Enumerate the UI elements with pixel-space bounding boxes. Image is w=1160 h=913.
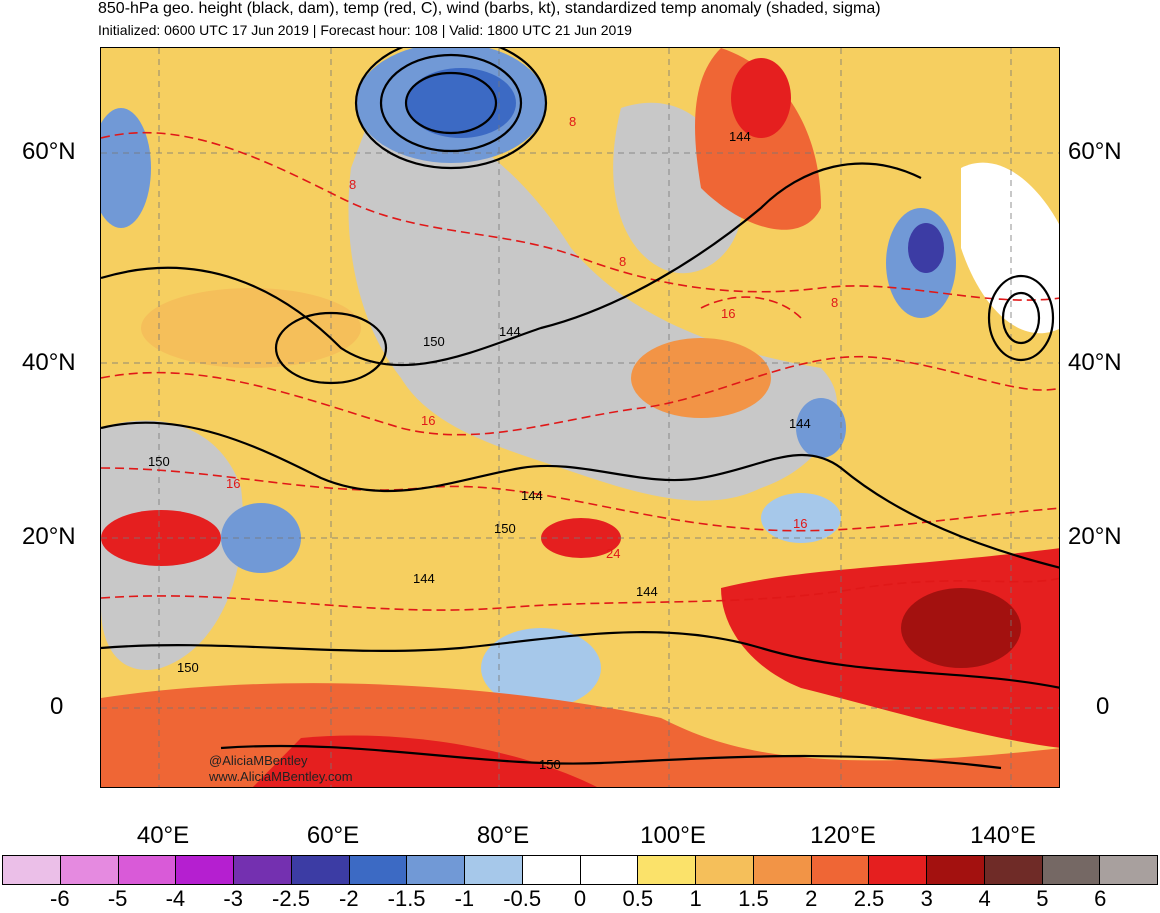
lat-label-right: 60°N: [1068, 138, 1122, 165]
colorbar-swatch: [869, 856, 927, 884]
colorbar-tick-label: 5: [1036, 886, 1049, 911]
lat-label-right: 20°N: [1068, 523, 1122, 550]
temp-label: 8: [569, 114, 576, 129]
colorbar-tick-label: 4: [978, 886, 991, 911]
lat-label-right: 0: [1096, 693, 1110, 720]
colorbar-tick-label: 6: [1094, 886, 1107, 911]
lon-label: 120°E: [810, 822, 876, 849]
colorbar-tick-label: 1: [689, 886, 702, 911]
colorbar: [2, 855, 1158, 885]
lat-label-left: 60°N: [22, 138, 76, 165]
temp-label: 16: [421, 413, 435, 428]
lon-label: 60°E: [306, 822, 360, 849]
colorbar-tick-label: 3: [920, 886, 933, 911]
height-label: 150: [423, 334, 445, 349]
colorbar-tick-label: 2: [805, 886, 818, 911]
forecast-map: 144 150 144 150 144 144 150 144 144 150 …: [101, 48, 1059, 787]
temp-label: 24: [606, 546, 620, 561]
colorbar-swatch: [1042, 856, 1101, 884]
height-label: 150: [494, 521, 516, 536]
height-contours: [101, 48, 1059, 770]
chart-title: 850-hPa geo. height (black, dam), temp (…: [98, 0, 881, 17]
temp-label: 16: [721, 306, 735, 321]
lat-label-right: 40°N: [1068, 349, 1122, 376]
colorbar-swatch: [753, 856, 812, 884]
colorbar-tick-label: 1.5: [738, 886, 769, 911]
colorbar-tick-label: -4: [165, 886, 186, 911]
credit-url: www.AliciaMBentley.com: [209, 769, 353, 784]
colorbar-swatch: [60, 856, 119, 884]
height-label: 144: [521, 488, 543, 503]
temp-label: 8: [349, 177, 356, 192]
temp-label: 16: [793, 516, 807, 531]
lon-label: 140°E: [970, 822, 1036, 849]
colorbar-tick-label: -2: [339, 886, 359, 911]
graticule: [101, 48, 1059, 787]
colorbar-tick-label: -6: [50, 886, 70, 911]
colorbar-swatch: [3, 856, 61, 884]
height-label: 150: [148, 454, 170, 469]
colorbar-swatch: [984, 856, 1043, 884]
lon-label: 40°E: [136, 822, 190, 849]
colorbar-swatch: [234, 856, 292, 884]
colorbar-tick-label: -0.5: [503, 886, 542, 911]
colorbar-tick-label: -2.5: [272, 886, 310, 911]
height-label: 150: [177, 660, 199, 675]
colorbar-swatch: [811, 856, 870, 884]
colorbar-swatch: [118, 856, 177, 884]
chart-subtitle: Initialized: 0600 UTC 17 Jun 2019 | Fore…: [98, 22, 632, 38]
lon-label: 80°E: [476, 822, 530, 849]
colorbar-swatch: [696, 856, 754, 884]
colorbar-swatch: [407, 856, 465, 884]
temp-label-group: 8 8 16 8 16 16 16 8 24: [226, 114, 838, 561]
colorbar-swatch: [176, 856, 234, 884]
colorbar-tick-label: 0.5: [622, 886, 654, 911]
temp-label: 16: [226, 476, 240, 491]
colorbar-swatch: [291, 856, 350, 884]
colorbar-tick-label: 2.5: [853, 886, 885, 911]
colorbar-swatch: [349, 856, 408, 884]
temp-label: 8: [619, 254, 626, 269]
colorbar-tick-label: 0: [573, 886, 587, 911]
colorbar-swatch: [927, 856, 985, 884]
height-label: 150: [539, 757, 561, 772]
height-label: 144: [729, 129, 751, 144]
colorbar-swatch: [465, 856, 523, 884]
colorbar-tick-label: -1.5: [387, 886, 426, 911]
height-label: 144: [413, 571, 435, 586]
height-label: 144: [636, 584, 658, 599]
colorbar-swatch: [1100, 856, 1157, 884]
colorbar-swatch: [580, 856, 639, 884]
credit-handle: @AliciaMBentley: [209, 753, 308, 768]
map-panel: 144 150 144 150 144 144 150 144 144 150 …: [100, 47, 1060, 788]
height-label: 144: [789, 416, 811, 431]
lat-label-left: 20°N: [22, 523, 76, 550]
lat-label-left: 0: [50, 693, 64, 720]
lat-label-left: 40°N: [22, 349, 76, 376]
temperature-contours: [101, 131, 1059, 611]
colorbar-tick-label: -3: [223, 886, 243, 911]
lon-label: 100°E: [640, 822, 706, 849]
height-label-group: 144 150 144 150 144 144 150 144 144 150 …: [148, 129, 811, 772]
colorbar-tick-label: -1: [454, 886, 475, 911]
height-label: 144: [499, 324, 521, 339]
temp-label: 8: [831, 295, 838, 310]
colorbar-swatch: [522, 856, 581, 884]
colorbar-swatch: [638, 856, 696, 884]
colorbar-tick-label: -5: [107, 886, 128, 911]
